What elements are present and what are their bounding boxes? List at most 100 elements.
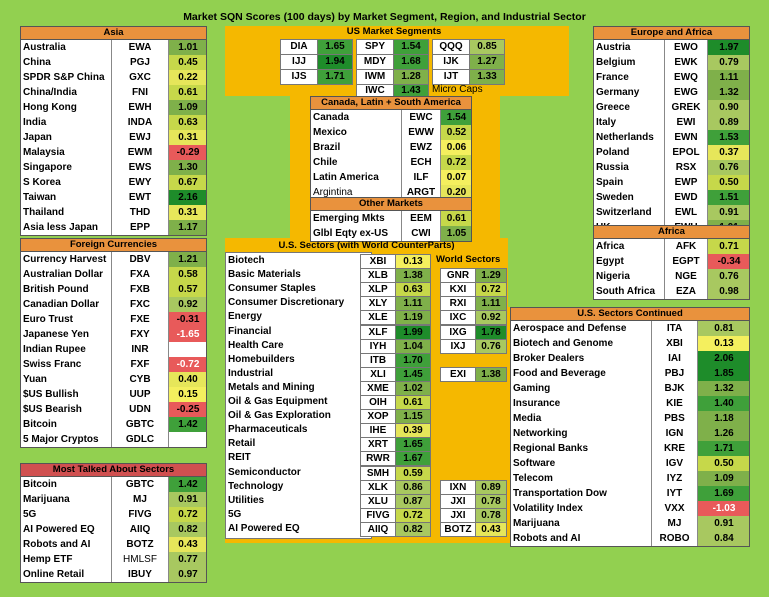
world-ticker: IXJ — [440, 338, 476, 354]
world-ticker: IXC — [440, 310, 476, 326]
row-value: 0.63 — [168, 115, 206, 130]
segment-value: 1.65 — [317, 39, 353, 55]
sector-name: Metals and Mining — [228, 381, 315, 393]
row-name: Insurance — [513, 398, 561, 409]
row-value: 0.84 — [697, 531, 749, 546]
table-row: Sweden EWD 1.51 — [594, 190, 749, 205]
table-row: 5G FIVG 0.72 — [21, 507, 206, 522]
row-ticker: IYZ — [651, 471, 697, 486]
row-value: 1.30 — [168, 160, 206, 175]
table-row: Canada EWC 1.54 — [311, 110, 471, 125]
row-value: -1.65 — [168, 327, 206, 342]
asia-header: Asia — [21, 27, 206, 40]
row-ticker: KIE — [651, 396, 697, 411]
row-value: 0.82 — [168, 522, 206, 537]
table-row: Hemp ETF HMLSF 0.77 — [21, 552, 206, 567]
row-ticker: BOTZ — [111, 537, 168, 552]
row-ticker: IAI — [651, 351, 697, 366]
row-name: $US Bullish — [23, 389, 79, 400]
currencies-header: Foreign Currencies — [21, 239, 206, 252]
africa-panel: Africa Africa AFK 0.71 Egypt EGPT -0.34 Nigeria… — [593, 225, 750, 300]
row-name: Japanese Yen — [23, 329, 89, 340]
row-ticker: EWT — [111, 190, 168, 205]
row-ticker: EPP — [111, 220, 168, 235]
table-row: Asia less Japan EPP 1.17 — [21, 220, 206, 235]
segment-ticker: IJJ — [280, 54, 318, 70]
table-row: Marijuana MJ 0.91 — [511, 516, 749, 531]
row-value: 0.57 — [168, 282, 206, 297]
row-ticker: XBI — [651, 336, 697, 351]
row-ticker: AFK — [664, 239, 707, 254]
row-name: Sweden — [596, 192, 634, 203]
page-title: Market SQN Scores (100 days) by Market S… — [183, 11, 586, 23]
europe-header: Europe and Africa — [594, 27, 749, 40]
row-ticker: RSX — [664, 160, 707, 175]
row-value: 0.72 — [440, 155, 471, 170]
row-ticker: ECH — [401, 155, 440, 170]
table-row: Canadian Dollar FXC 0.92 — [21, 297, 206, 312]
row-ticker: IYT — [651, 486, 697, 501]
row-name: AI Powered EQ — [23, 524, 95, 535]
table-row: Malaysia EWM -0.29 — [21, 145, 206, 160]
world-value: 0.78 — [475, 507, 507, 523]
table-row: British Pound FXB 0.57 — [21, 282, 206, 297]
row-value: 0.98 — [707, 284, 749, 299]
row-value: -0.34 — [707, 254, 749, 269]
sector-value: 0.61 — [395, 395, 431, 410]
table-row: Austria EWO 1.97 — [594, 40, 749, 55]
segment-value: 1.71 — [317, 69, 353, 85]
world-value: 1.11 — [475, 296, 507, 312]
table-row: Spain EWP 0.50 — [594, 175, 749, 190]
row-ticker: UUP — [111, 387, 168, 402]
table-row: Food and Beverage PBJ 1.85 — [511, 366, 749, 381]
other-header: Other Markets — [311, 198, 471, 211]
iwc-ticker: IWC — [356, 84, 394, 96]
table-row: Egypt EGPT -0.34 — [594, 254, 749, 269]
row-name: South Africa — [596, 286, 656, 297]
table-row: Bitcoin GBTC 1.42 — [21, 477, 206, 492]
sector-value: 0.86 — [395, 479, 431, 495]
row-value: 2.06 — [697, 351, 749, 366]
world-value: 0.78 — [475, 493, 507, 509]
row-name: Australia — [23, 42, 66, 53]
table-row: Yuan CYB 0.40 — [21, 372, 206, 387]
row-value: -0.31 — [168, 312, 206, 327]
row-value: 0.77 — [168, 552, 206, 567]
row-value: 0.89 — [707, 115, 749, 130]
world-ticker: EXI — [440, 366, 476, 382]
row-value: 1.09 — [697, 471, 749, 486]
row-value: -0.29 — [168, 145, 206, 160]
world-value: 1.78 — [475, 324, 507, 340]
sector-name: Consumer Staples — [228, 283, 316, 295]
us-segments-header: US Market Segments — [346, 26, 442, 37]
row-value: 0.40 — [168, 372, 206, 387]
row-ticker: PGJ — [111, 55, 168, 70]
table-row: Taiwan EWT 2.16 — [21, 190, 206, 205]
row-value: 0.91 — [697, 516, 749, 531]
sector-ticker: XBI — [360, 254, 396, 269]
row-ticker: EWI — [664, 115, 707, 130]
row-value: 0.15 — [168, 387, 206, 402]
row-ticker: ROBO — [651, 531, 697, 546]
table-row: Biotech and Genome XBI 0.13 — [511, 336, 749, 351]
row-value: 0.92 — [168, 297, 206, 312]
asia-panel: Asia Australia EWA 1.01 China PGJ 0.45 SPDR S&P… — [20, 26, 207, 236]
row-value: -0.72 — [168, 357, 206, 372]
row-value: 0.45 — [168, 55, 206, 70]
row-name: Transportation Dow — [513, 488, 607, 499]
table-row: Hong Kong EWH 1.09 — [21, 100, 206, 115]
row-name: Volatility Index — [513, 503, 583, 514]
row-value: 0.06 — [440, 140, 471, 155]
table-row: Mexico EWW 0.52 — [311, 125, 471, 140]
sector-ticker: OIH — [360, 395, 396, 410]
row-name: Singapore — [23, 162, 72, 173]
table-row: Brazil EWZ 0.06 — [311, 140, 471, 155]
row-name: Yuan — [23, 374, 47, 385]
row-value: 0.91 — [707, 205, 749, 220]
row-ticker: EWZ — [401, 140, 440, 155]
row-value: 0.50 — [697, 456, 749, 471]
most_talked-header: Most Talked About Sectors — [21, 464, 206, 477]
row-name: Media — [513, 413, 542, 424]
row-ticker: FXB — [111, 282, 168, 297]
row-ticker: EWD — [664, 190, 707, 205]
